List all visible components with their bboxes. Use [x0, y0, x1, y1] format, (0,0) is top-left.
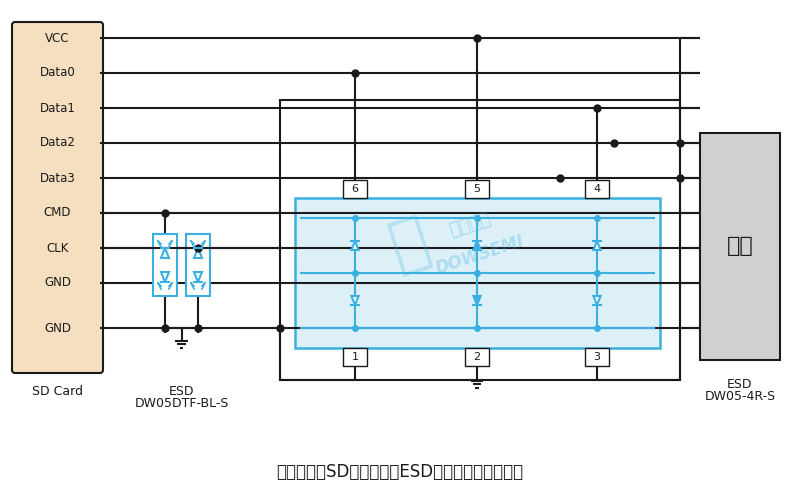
Polygon shape: [161, 272, 169, 282]
Text: CLK: CLK: [46, 242, 69, 255]
Text: DW05-4R-S: DW05-4R-S: [705, 390, 775, 403]
Text: DOWSEMI: DOWSEMI: [434, 232, 526, 278]
Text: Data3: Data3: [40, 171, 75, 185]
Text: SD Card: SD Card: [32, 385, 83, 398]
Bar: [153, 234, 177, 296]
Text: 5: 5: [474, 184, 481, 194]
Text: 东沃电子: 东沃电子: [446, 210, 494, 240]
Bar: [280, 100, 680, 380]
Polygon shape: [194, 272, 202, 282]
Bar: [343, 180, 367, 198]
Text: 6: 6: [351, 184, 358, 194]
Text: 东沃无人机SD存储卡端口ESD静电放电保护方案图: 东沃无人机SD存储卡端口ESD静电放电保护方案图: [277, 463, 523, 481]
Polygon shape: [351, 241, 358, 250]
Polygon shape: [594, 296, 601, 305]
Polygon shape: [194, 248, 202, 258]
Bar: [700, 133, 780, 360]
Bar: [186, 234, 210, 296]
Polygon shape: [474, 241, 481, 250]
Text: Data0: Data0: [40, 67, 75, 79]
Text: 1: 1: [351, 352, 358, 362]
Polygon shape: [161, 248, 169, 258]
Text: GND: GND: [44, 277, 71, 289]
Text: CMD: CMD: [44, 206, 71, 220]
Bar: [465, 180, 489, 198]
Text: GND: GND: [44, 321, 71, 335]
Polygon shape: [594, 241, 601, 250]
Text: 3: 3: [594, 352, 601, 362]
FancyBboxPatch shape: [12, 22, 103, 373]
Text: 主机: 主机: [726, 237, 754, 257]
Text: ESD: ESD: [727, 378, 753, 391]
Text: 2: 2: [474, 352, 481, 362]
Text: ESD: ESD: [169, 385, 194, 398]
Text: Data1: Data1: [39, 101, 75, 114]
Polygon shape: [351, 296, 358, 305]
Bar: [343, 348, 367, 366]
Bar: [295, 198, 660, 348]
Text: VCC: VCC: [46, 32, 70, 44]
Polygon shape: [474, 296, 481, 305]
Text: Data2: Data2: [39, 136, 75, 150]
Text: DW05DTF-BL-S: DW05DTF-BL-S: [134, 397, 229, 410]
Text: ⓓ: ⓓ: [383, 211, 437, 280]
Bar: [465, 348, 489, 366]
Bar: [585, 180, 609, 198]
Bar: [585, 348, 609, 366]
Text: 4: 4: [594, 184, 601, 194]
